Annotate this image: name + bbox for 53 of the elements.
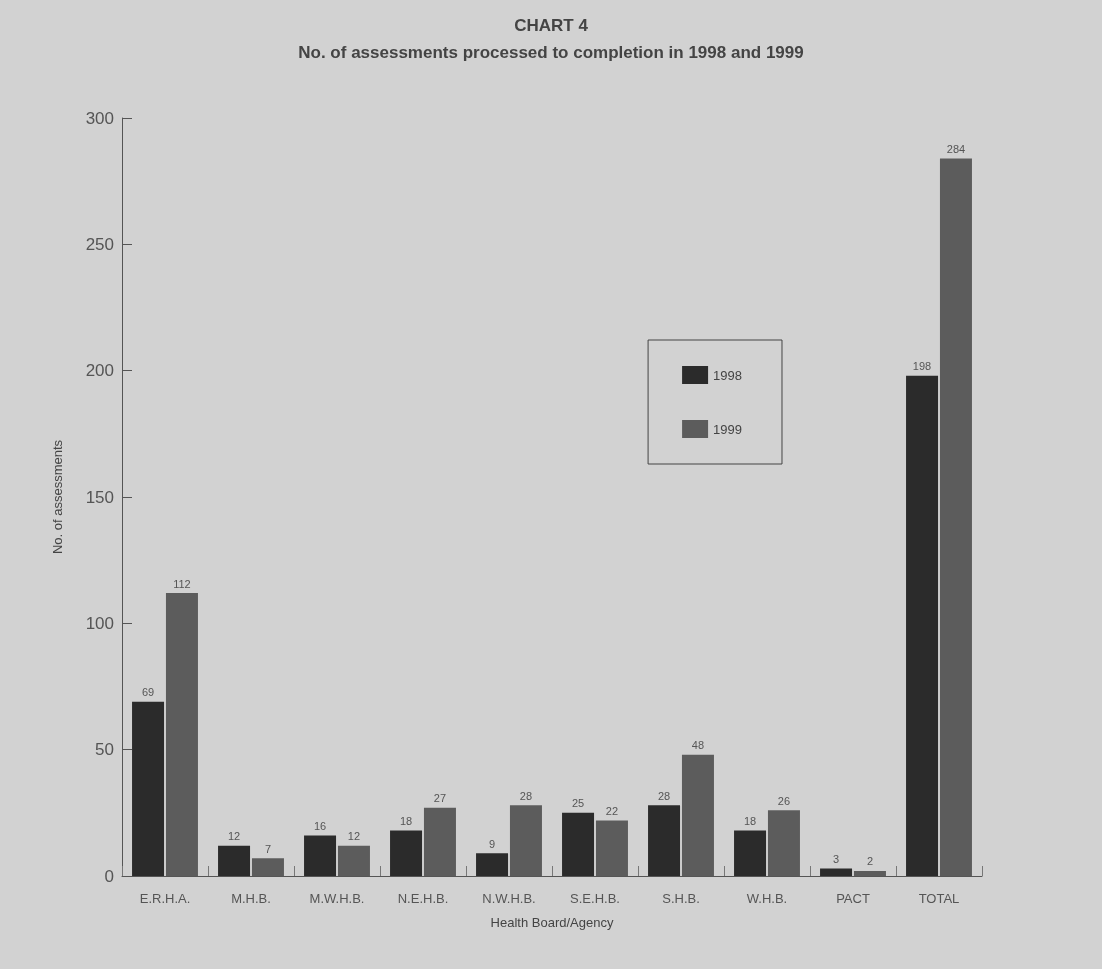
legend-label: 1999 — [713, 421, 742, 437]
y-tick-label: 0 — [104, 866, 114, 886]
bar — [218, 845, 251, 876]
x-tick-label: S.H.B. — [662, 891, 700, 906]
data-label: 28 — [657, 789, 671, 802]
data-label: 69 — [141, 686, 155, 699]
x-tick-label: W.H.B. — [746, 891, 788, 906]
chart-subtitle: No. of assessments processed to completion in 1998 and 1999 — [298, 43, 804, 62]
data-label: 16 — [313, 820, 327, 833]
x-tick-label: M.H.B. — [231, 891, 271, 906]
data-label: 25 — [571, 797, 585, 810]
y-tick-label: 200 — [85, 361, 114, 381]
data-label: 18 — [399, 815, 413, 828]
bar — [390, 830, 423, 876]
data-label: 284 — [946, 142, 966, 155]
bar — [562, 812, 595, 876]
data-label: 48 — [691, 739, 705, 752]
data-label: 7 — [264, 842, 272, 855]
bar — [906, 375, 939, 876]
legend-label: 1998 — [713, 367, 742, 383]
data-label: 12 — [347, 830, 361, 843]
data-label: 18 — [743, 815, 757, 828]
data-label: 28 — [519, 789, 533, 802]
x-tick-label: S.E.H.B. — [570, 891, 620, 906]
bar — [304, 835, 337, 876]
x-axis-title: Health Board/Agency — [490, 915, 614, 930]
bar — [648, 805, 681, 876]
bar — [820, 868, 853, 876]
data-label: 26 — [777, 794, 791, 807]
chart-title: CHART 4 — [514, 16, 589, 35]
y-tick-label: 300 — [85, 108, 114, 128]
bar — [132, 701, 165, 876]
data-label: 3 — [832, 852, 840, 865]
x-tick-label: N.E.H.B. — [397, 891, 449, 906]
y-tick-label: 150 — [85, 487, 114, 507]
x-tick-label: M.W.H.B. — [309, 891, 365, 906]
data-label: 12 — [227, 830, 241, 843]
y-tick-label: 50 — [95, 740, 114, 760]
bar — [476, 853, 509, 876]
data-label: 198 — [912, 360, 932, 373]
x-tick-label: PACT — [836, 891, 870, 906]
data-label: 112 — [173, 577, 191, 590]
x-tick-label: N.W.H.B. — [482, 891, 536, 906]
data-label: 2 — [866, 855, 874, 868]
data-label: 27 — [433, 792, 447, 805]
data-label: 9 — [488, 837, 496, 850]
y-tick-label: 100 — [85, 613, 114, 633]
y-axis-title: No. of assessments — [50, 439, 65, 555]
x-tick-label: TOTAL — [918, 891, 960, 906]
bar — [734, 830, 767, 876]
x-tick-label: E.R.H.A. — [139, 891, 191, 906]
y-tick-label: 250 — [85, 234, 114, 254]
data-label: 22 — [605, 804, 619, 817]
